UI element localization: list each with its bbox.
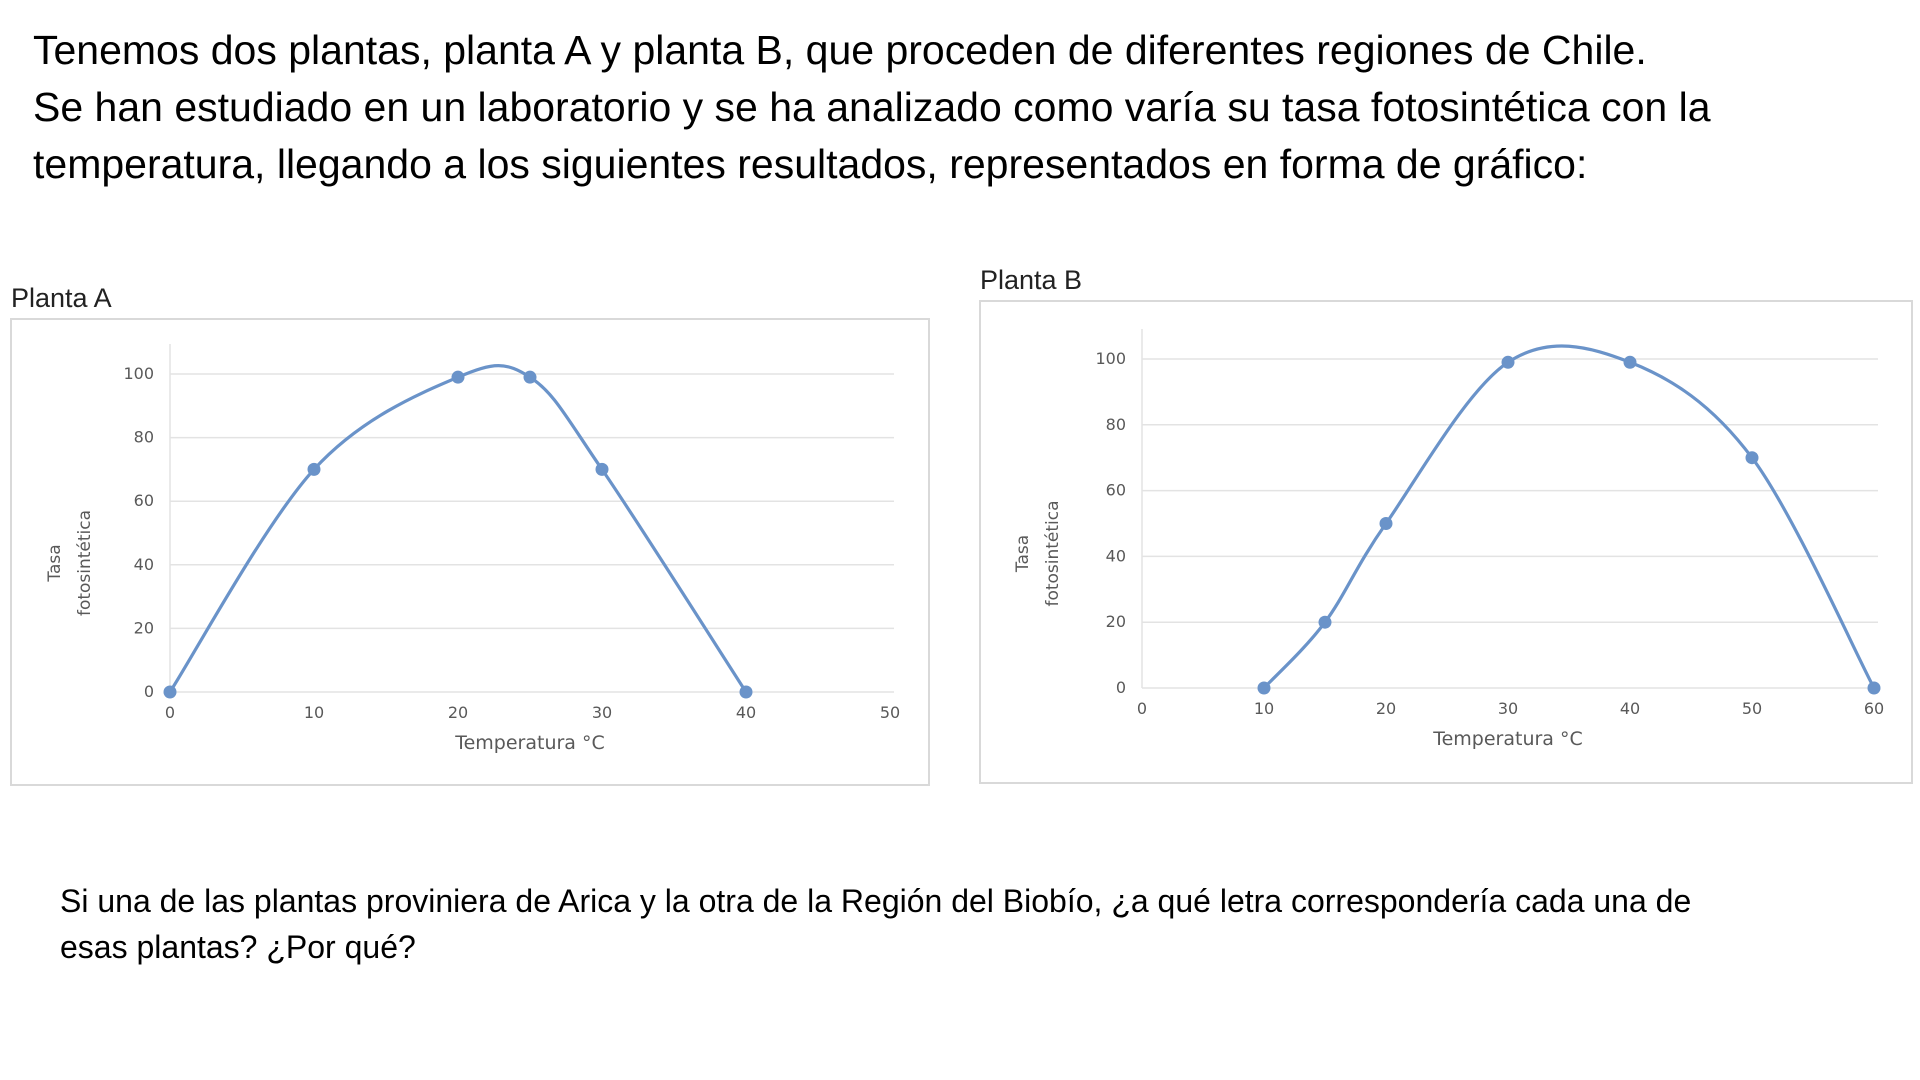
chart-a-y-tick-label: 0 bbox=[144, 682, 154, 701]
chart-b-plot: 0 20 40 60 80 100 0 10 20 30 40 50 60 Temperatura °C T… bbox=[1013, 329, 1884, 750]
chart-a-frame: 0 20 40 60 80 100 0 10 20 30 40 50 Temperatura °C Tas… bbox=[10, 318, 930, 786]
chart-a-data-point bbox=[163, 685, 177, 699]
chart-a-x-tick-label: 50 bbox=[880, 703, 900, 722]
chart-b-x-axis-title: Temperatura °C bbox=[1432, 728, 1583, 750]
question-line-2: esas plantas? ¿Por qué? bbox=[60, 929, 416, 965]
chart-b-y-tick-label: 60 bbox=[1106, 481, 1126, 500]
intro-text: Tenemos dos plantas, planta A y planta B… bbox=[33, 22, 1893, 193]
chart-b-y-tick-label: 100 bbox=[1095, 349, 1126, 368]
chart-a-x-axis-title: Temperatura °C bbox=[454, 732, 605, 754]
chart-b-data-point bbox=[1257, 681, 1271, 695]
chart-b-x-tick-label: 40 bbox=[1620, 699, 1640, 718]
chart-a-y-tick-label: 60 bbox=[134, 491, 154, 510]
chart-b-y-tick-label: 0 bbox=[1116, 678, 1126, 697]
chart-b-data-point bbox=[1379, 517, 1393, 530]
chart-a-plot: 0 20 40 60 80 100 0 10 20 30 40 50 Temperatura °C Tas… bbox=[45, 344, 900, 754]
chart-a-x-tick-label: 30 bbox=[592, 703, 612, 722]
chart-a-y-tick-label: 40 bbox=[134, 555, 154, 574]
chart-a-data-point bbox=[307, 462, 321, 476]
chart-b-data-point bbox=[1623, 355, 1637, 369]
chart-a-x-tick-label: 40 bbox=[736, 703, 756, 722]
chart-b-y-tick-label: 20 bbox=[1106, 612, 1126, 631]
chart-a-x-tick-label: 0 bbox=[165, 703, 175, 722]
question-line-1: Si una de las plantas proviniera de Aric… bbox=[60, 883, 1692, 919]
chart-b-frame: 0 20 40 60 80 100 0 10 20 30 40 50 60 Temperatura °C T… bbox=[979, 300, 1913, 784]
chart-b-x-tick-label: 20 bbox=[1376, 699, 1396, 718]
chart-a-y-tick-label: 100 bbox=[123, 364, 154, 383]
chart-b-data-point bbox=[1867, 681, 1881, 695]
intro-line-2: Se han estudiado en un laboratorio y se … bbox=[33, 84, 1711, 130]
chart-b-data-point bbox=[1501, 355, 1515, 369]
chart-b-data-point bbox=[1318, 615, 1332, 629]
chart-a-data-point bbox=[739, 685, 753, 699]
chart-a-title: Planta A bbox=[11, 283, 112, 313]
chart-a-data-point bbox=[523, 370, 537, 384]
question-text: Si una de las plantas proviniera de Aric… bbox=[60, 878, 1880, 970]
chart-a-data-point bbox=[451, 370, 465, 384]
chart-b-y-axis-title-line1: Tasa bbox=[1013, 535, 1033, 573]
chart-b-data-point bbox=[1745, 451, 1759, 465]
chart-a-series-line bbox=[168, 364, 748, 693]
chart-a-y-tick-label: 20 bbox=[134, 618, 154, 637]
chart-a-y-tick-label: 80 bbox=[134, 428, 154, 447]
chart-a-y-axis-title-line1: Tasa bbox=[45, 544, 65, 582]
chart-b-y-axis-title-line2: fotosintética bbox=[1043, 500, 1063, 606]
chart-a-data-point bbox=[595, 462, 609, 476]
intro-line-3: temperatura, llegando a los siguientes r… bbox=[33, 141, 1588, 187]
chart-a-y-axis-title-line2: fotosintética bbox=[75, 510, 95, 616]
chart-b-series-line bbox=[1262, 344, 1876, 690]
chart-a-x-tick-label: 20 bbox=[448, 703, 468, 722]
chart-a-x-tick-label: 10 bbox=[304, 703, 324, 722]
chart-b-x-tick-label: 0 bbox=[1137, 699, 1147, 718]
chart-b-y-tick-label: 80 bbox=[1106, 415, 1126, 434]
chart-b-x-tick-label: 60 bbox=[1864, 699, 1884, 718]
chart-b-title: Planta B bbox=[980, 265, 1083, 295]
intro-line-1: Tenemos dos plantas, planta A y planta B… bbox=[33, 27, 1647, 73]
chart-b-x-tick-label: 10 bbox=[1254, 699, 1274, 718]
chart-b-x-tick-label: 30 bbox=[1498, 699, 1518, 718]
chart-b-y-tick-label: 40 bbox=[1106, 546, 1126, 565]
chart-b-x-tick-label: 50 bbox=[1742, 699, 1762, 718]
